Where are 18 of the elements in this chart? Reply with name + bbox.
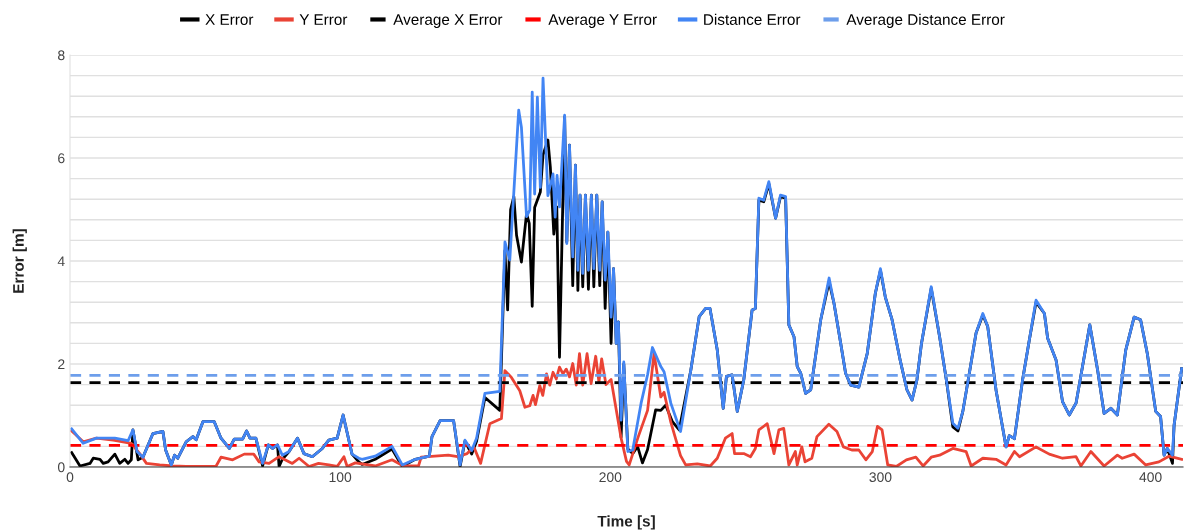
y-tick-label: 0	[57, 462, 65, 473]
x-tick-label: 400	[1139, 472, 1162, 483]
legend-label: X Error	[205, 14, 254, 25]
legend-label: Y Error	[299, 14, 348, 25]
x-tick-label: 200	[599, 472, 622, 483]
x-axis-title: Time [s]	[597, 515, 655, 530]
legend-label: Average Y Error	[548, 14, 657, 28]
x-tick-label: 100	[329, 472, 352, 483]
x-tick-label: 300	[869, 472, 892, 483]
y-tick-label: 8	[58, 50, 65, 61]
y-axis-title: Error [m]	[12, 229, 27, 293]
y-tick-label: 2	[58, 359, 65, 370]
legend-label: Average X Error	[393, 14, 503, 28]
legend-label: Distance Error	[704, 13, 801, 25]
x-tick-label: 0	[66, 472, 74, 483]
y-tick-label: 4	[57, 256, 65, 267]
y-tick-label: 6	[58, 153, 65, 164]
legend-label: Average Distance Error	[846, 13, 1005, 28]
